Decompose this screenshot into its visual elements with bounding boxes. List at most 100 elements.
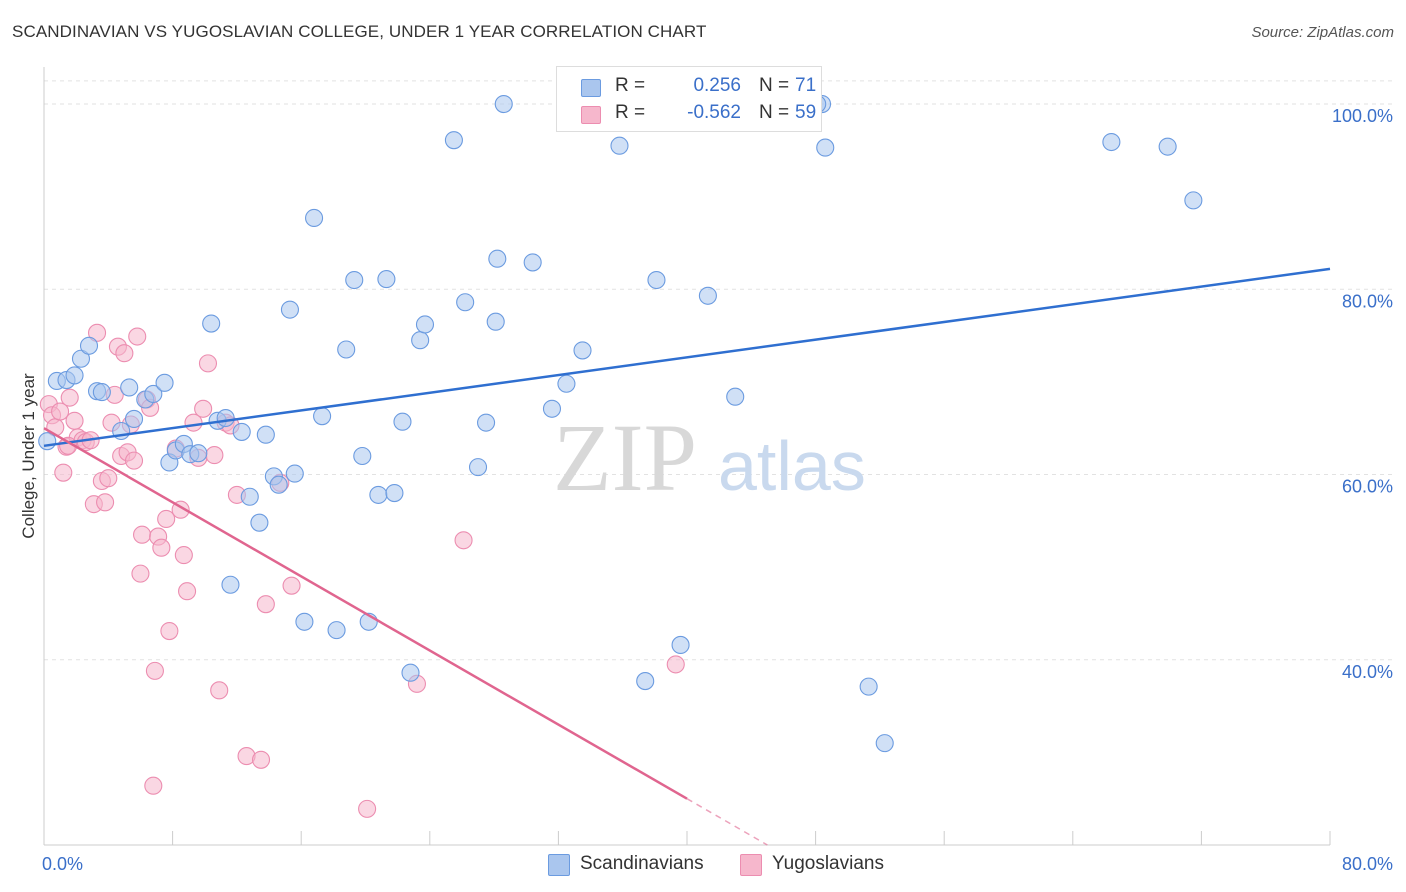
scandinavian-point xyxy=(155,373,174,392)
yugoslavian-point xyxy=(157,509,176,529)
watermark-zip: ZIP xyxy=(553,404,697,511)
yugoslavian-point xyxy=(174,546,193,565)
legend-label-yugoslavians: Yugoslavians xyxy=(772,853,884,874)
yugoslavian-point xyxy=(256,595,275,614)
yugoslavian-point xyxy=(194,399,213,418)
y-tick-label: 60.0% xyxy=(1342,477,1393,497)
source-credit: Source: ZipAtlas.com xyxy=(1251,24,1394,41)
yugoslavian-point xyxy=(115,344,134,363)
scandinavian-point xyxy=(305,208,324,228)
scandinavian-point xyxy=(401,663,420,682)
scandinavian-point xyxy=(377,270,396,289)
yugoslavian-point xyxy=(282,576,301,595)
scandinavian-point xyxy=(875,734,894,753)
scandinavian-point xyxy=(38,432,57,451)
scandinavian-point xyxy=(1102,132,1121,152)
scandinavian-point xyxy=(295,612,314,631)
scandinavian-point xyxy=(313,407,332,426)
scandinavian-point xyxy=(494,94,513,114)
scandinavian-point xyxy=(269,475,288,494)
legend-swatch-yugoslavians xyxy=(740,854,762,876)
yugoslavian-point xyxy=(160,621,179,641)
yugoslavian-point xyxy=(96,493,115,512)
scandinavian-point xyxy=(256,425,275,444)
scandinavian-point xyxy=(411,331,430,350)
scandinavian-trend-line xyxy=(43,267,1331,448)
yugoslavian-point xyxy=(60,388,79,407)
yugoslavian-point xyxy=(178,582,197,601)
scandinavian-point xyxy=(698,286,717,305)
legend-r-value: 0.256 xyxy=(693,75,741,96)
chart-title: SCANDINAVIAN VS YUGOSLAVIAN COLLEGE, UND… xyxy=(12,22,707,41)
scandinavian-point xyxy=(415,315,435,334)
scandinavian-point xyxy=(337,340,356,359)
scandinavian-point xyxy=(124,409,144,429)
scandinavian-point xyxy=(285,464,304,483)
scandinavian-point xyxy=(456,293,475,312)
legend-label-scandinavians: Scandinavians xyxy=(580,853,704,874)
scandinavian-point xyxy=(647,270,666,290)
axes xyxy=(43,67,1331,846)
legend-swatch-yugoslavians xyxy=(581,106,601,124)
scandinavian-point xyxy=(557,374,576,393)
yugoslavian-point xyxy=(87,323,107,342)
scandinavian-point xyxy=(189,444,208,463)
scandinavian-point xyxy=(385,483,404,503)
scandinavian-point xyxy=(1158,137,1177,156)
scandinavian-point xyxy=(393,412,412,431)
legend-n-value: 59 xyxy=(795,102,817,123)
yugoslavian-point xyxy=(144,776,163,795)
y-tick-label: 40.0% xyxy=(1342,662,1393,682)
yugoslavian-point xyxy=(666,655,685,674)
y-axis-title: College, Under 1 year xyxy=(19,373,38,539)
legend-r-value: -0.562 xyxy=(687,102,741,123)
scandinavian-point xyxy=(816,138,835,157)
yugoslavian-point xyxy=(210,681,229,700)
y-tick-label: 80.0% xyxy=(1342,291,1393,311)
scandinavian-point xyxy=(726,387,745,406)
scandinavian-point xyxy=(65,366,84,385)
legend-swatch-scandinavians xyxy=(548,854,570,876)
correlation-legend: R = 0.256 N = 71 R = -0.562 N = 59 xyxy=(556,66,822,132)
yugoslavian-trend-extension xyxy=(686,798,768,846)
scandinavian-point xyxy=(79,336,99,355)
yugoslavian-point xyxy=(198,354,218,373)
scandinavian-point xyxy=(488,249,507,268)
scandinavian-point xyxy=(250,513,269,532)
x-tick-label: 80.0% xyxy=(1342,854,1393,874)
scandinavian-point xyxy=(468,458,488,477)
scandinavian-point xyxy=(477,413,496,432)
trend-lines xyxy=(43,267,1331,846)
scandinavian-point xyxy=(345,270,364,290)
yugoslavian-point xyxy=(251,750,271,769)
yugoslavian-point xyxy=(205,446,224,465)
yugoslavian-point xyxy=(454,531,473,550)
legend-r-label: R = xyxy=(615,102,646,123)
scandinavian-point xyxy=(92,383,111,402)
legend-n-label: N = xyxy=(759,102,790,123)
y-tick-label: 100.0% xyxy=(1332,106,1393,126)
scandinavian-point xyxy=(671,635,690,654)
scandinavian-point xyxy=(120,378,139,397)
legend-n-value: 71 xyxy=(795,75,817,96)
yugoslavian-trend-line xyxy=(43,427,688,800)
yugoslavian-point xyxy=(131,564,150,583)
scandinavian-point xyxy=(486,312,505,331)
scandinavian-point xyxy=(280,300,299,319)
yugoslavian-point xyxy=(128,327,147,346)
scandinavian-point xyxy=(610,136,629,155)
x-tick-label: 0.0% xyxy=(42,854,83,874)
scandinavian-point xyxy=(327,621,346,640)
scandinavian-point xyxy=(353,446,372,466)
scandinavian-point xyxy=(523,253,542,272)
tick-labels: 40.0% 60.0% 80.0% 100.0% 0.0% 80.0% xyxy=(42,106,1393,874)
yugoslavian-point xyxy=(358,799,377,818)
yugoslavian-point xyxy=(65,411,84,430)
watermark-atlas: atlas xyxy=(718,427,866,505)
scandinavian-point xyxy=(1184,191,1203,210)
yugoslavian-point xyxy=(99,469,118,488)
yugoslavian-point xyxy=(124,451,144,470)
scandinavian-point xyxy=(202,314,221,333)
scandinavian-point xyxy=(144,384,163,403)
